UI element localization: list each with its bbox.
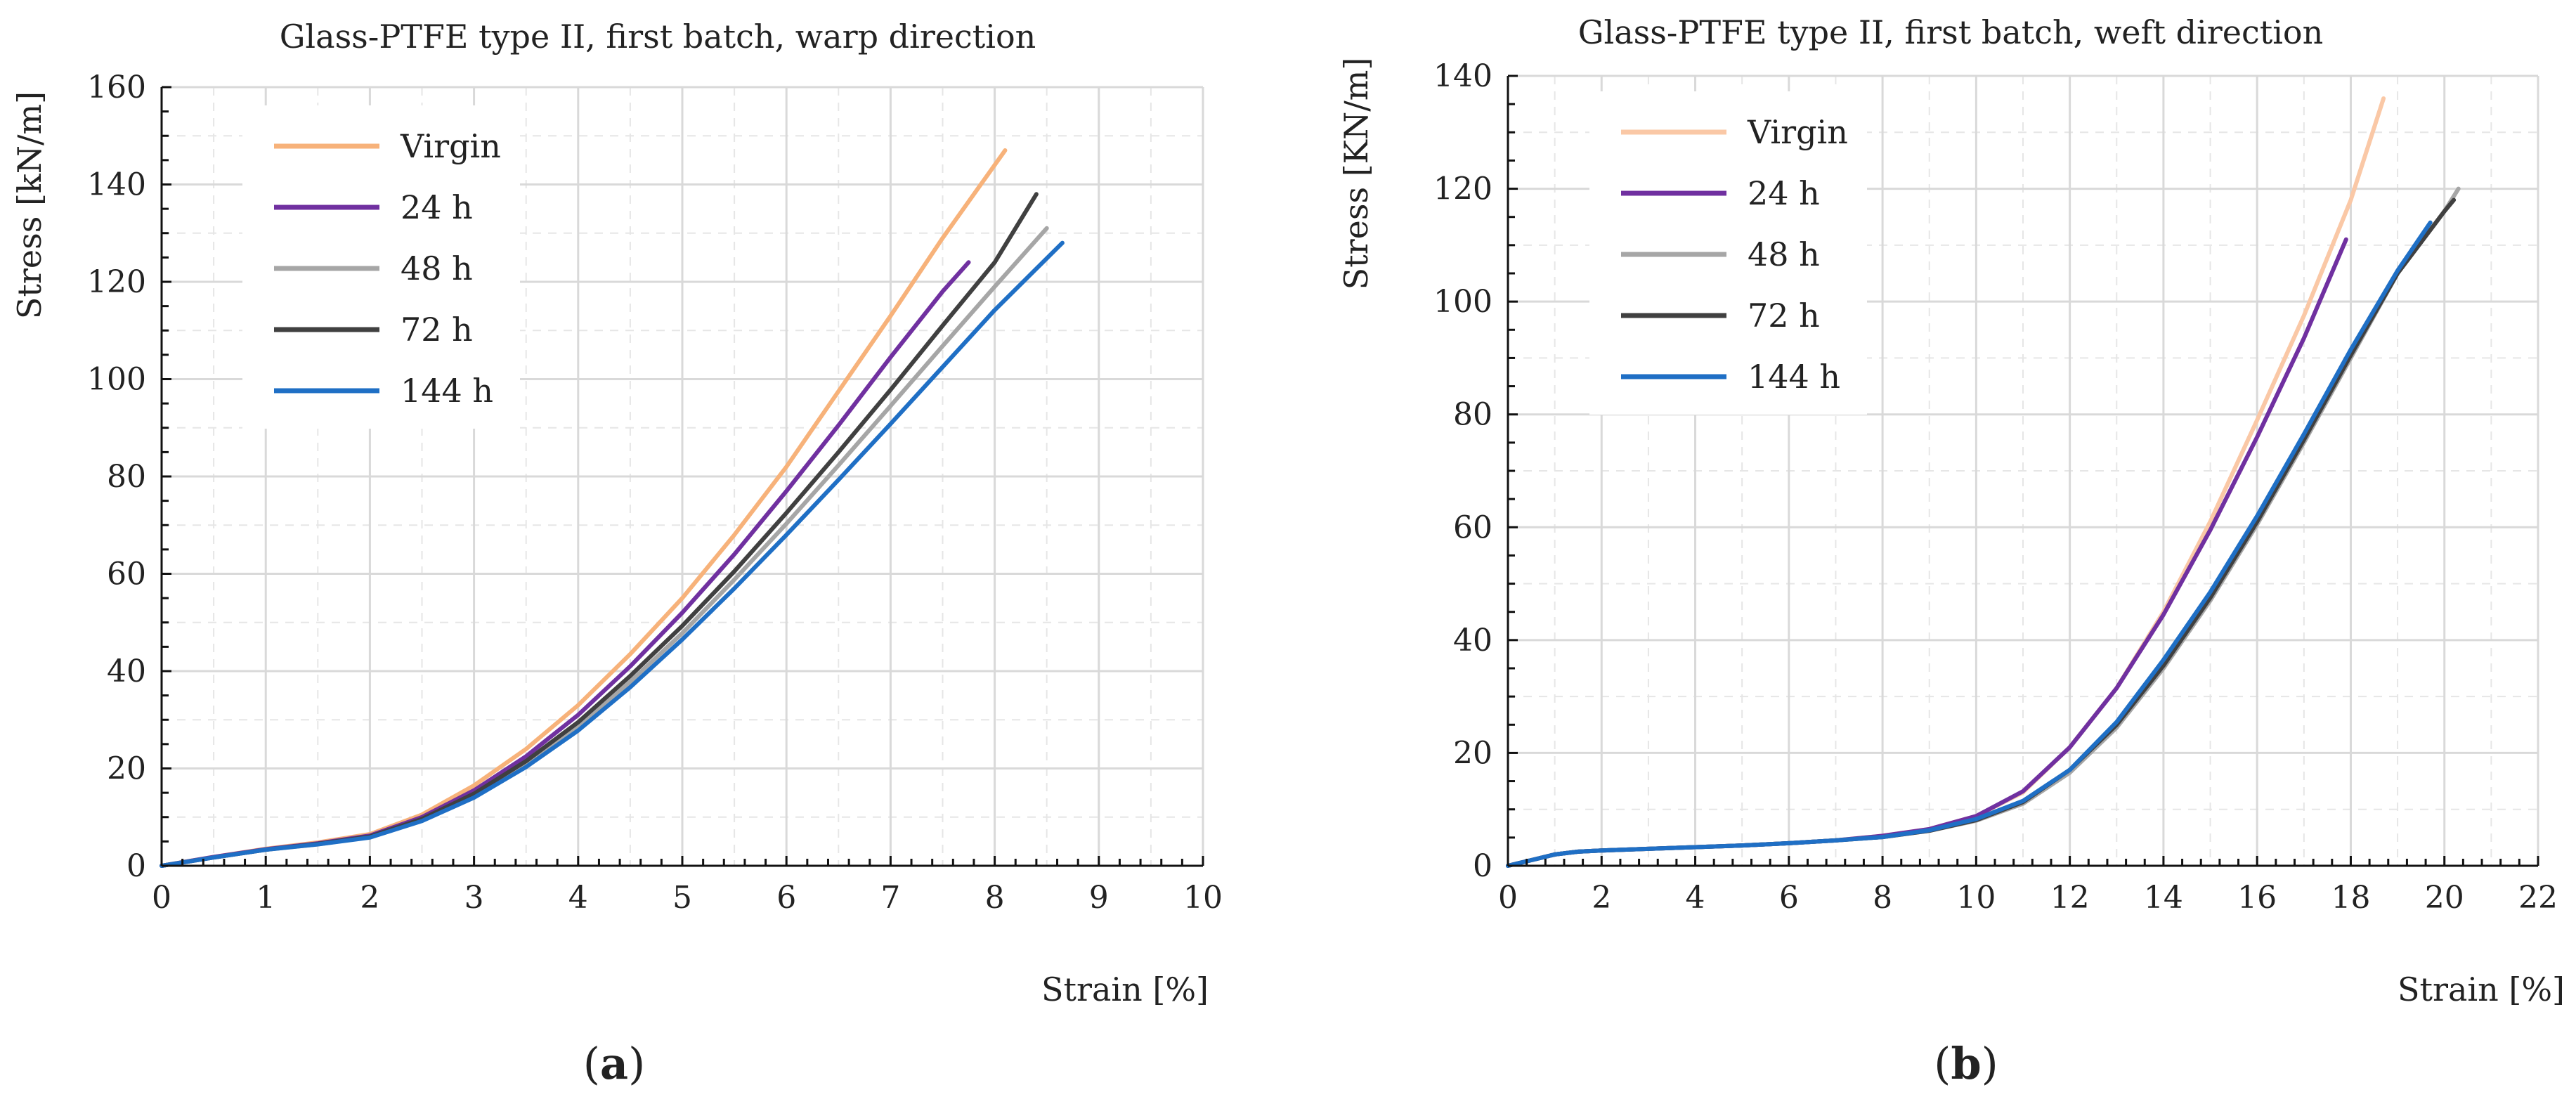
y-tick-label: 80 [1453,397,1492,433]
axes [1507,74,2539,867]
caption-close-paren: ) [1982,1038,1998,1089]
y-tick-label: 140 [1433,58,1492,94]
x-tick-label: 9 [1089,880,1109,916]
legend-label: 24 h [401,188,473,226]
caption-open-paren: ( [583,1038,600,1089]
caption-letter: a [600,1038,628,1089]
x-tick-label: 2 [1592,880,1611,916]
y-tick-label: 60 [107,557,146,592]
y-axis-label: Stress [kN/m] [11,91,48,319]
caption-open-paren: ( [1934,1038,1951,1089]
panel-caption-a: (a) [583,1038,646,1089]
legend-label: 48 h [401,249,473,287]
legend: Virgin 24 h 48 h 72 h 144 h [242,105,520,429]
legend-label: 48 h [1748,235,1820,273]
x-tick-label: 6 [776,880,796,916]
legend-label: 144 h [401,372,493,410]
x-tick-label: 4 [568,880,588,916]
y-tick-label: 80 [107,459,146,495]
y-tick-label: 140 [87,167,146,203]
series-line-144h [160,240,1065,868]
x-tick-label: 10 [1183,880,1223,916]
caption-close-paren: ) [628,1038,645,1089]
x-tick-label: 2 [360,880,379,916]
x-tick-label: 0 [152,880,171,916]
legend: Virgin 24 h 48 h 72 h 144 h [1589,91,1867,415]
y-tick-label: 120 [87,264,146,300]
legend-label: 24 h [1748,174,1820,212]
legend-label: 144 h [1748,358,1840,396]
x-tick-label: 10 [1956,880,1996,916]
x-tick-label: 0 [1498,880,1518,916]
legend-label: 72 h [401,311,473,349]
x-tick-label: 12 [2050,880,2090,916]
x-tick-label: 1 [256,880,275,916]
x-tick-label: 8 [985,880,1005,916]
caption-letter: b [1951,1038,1981,1089]
x-tick-label: 3 [464,880,484,916]
x-tick-label: 22 [2518,880,2558,916]
legend-label: Virgin [1747,113,1848,151]
x-tick-label: 16 [2237,880,2277,916]
series-lines [1506,96,2461,868]
x-tick-label: 4 [1686,880,1705,916]
chart-title: Glass-PTFE type II, first batch, weft di… [1578,13,2324,51]
grid [1508,74,2539,866]
series-line-144h [1506,220,2433,868]
chart-title: Glass-PTFE type II, first batch, warp di… [280,18,1036,56]
y-tick-label: 40 [107,654,146,689]
x-tick-label: 18 [2331,880,2370,916]
legend-label: 72 h [1748,297,1820,335]
x-tick-label: 5 [672,880,692,916]
y-axis-label: Stress [KN/m] [1337,58,1375,290]
y-tick-label: 120 [1433,171,1492,207]
legend-label: Virgin [400,127,501,165]
y-tick-label: 0 [1473,848,1492,884]
axes [160,86,1204,867]
y-tick-label: 20 [1453,735,1492,771]
grid [162,86,1204,866]
x-tick-label: 6 [1779,880,1799,916]
chart-panel-a: Glass-PTFE type II, first batch, warp di… [11,18,1223,1089]
x-axis-label: Strain [%] [1041,970,1209,1008]
y-tick-label: 20 [107,751,146,787]
y-tick-label: 100 [87,362,146,398]
x-tick-label: 7 [880,880,900,916]
series-lines [160,148,1065,868]
panel-caption-b: (b) [1934,1038,1998,1089]
y-tick-label: 100 [1433,284,1492,320]
x-tick-label: 14 [2144,880,2183,916]
y-tick-label: 40 [1453,623,1492,658]
x-axis-label: Strain [%] [2398,970,2565,1008]
x-tick-label: 20 [2425,880,2464,916]
y-tick-label: 0 [126,848,146,884]
y-tick-label: 160 [87,70,146,105]
chart-panel-b: Glass-PTFE type II, first batch, weft di… [1337,13,2565,1089]
x-tick-label: 8 [1873,880,1892,916]
y-tick-label: 60 [1453,509,1492,545]
tick-labels: 0 2 4 6 8 10 12 14 16 18 20 22 0 20 40 60 80 100 120 140 [1433,58,2558,916]
